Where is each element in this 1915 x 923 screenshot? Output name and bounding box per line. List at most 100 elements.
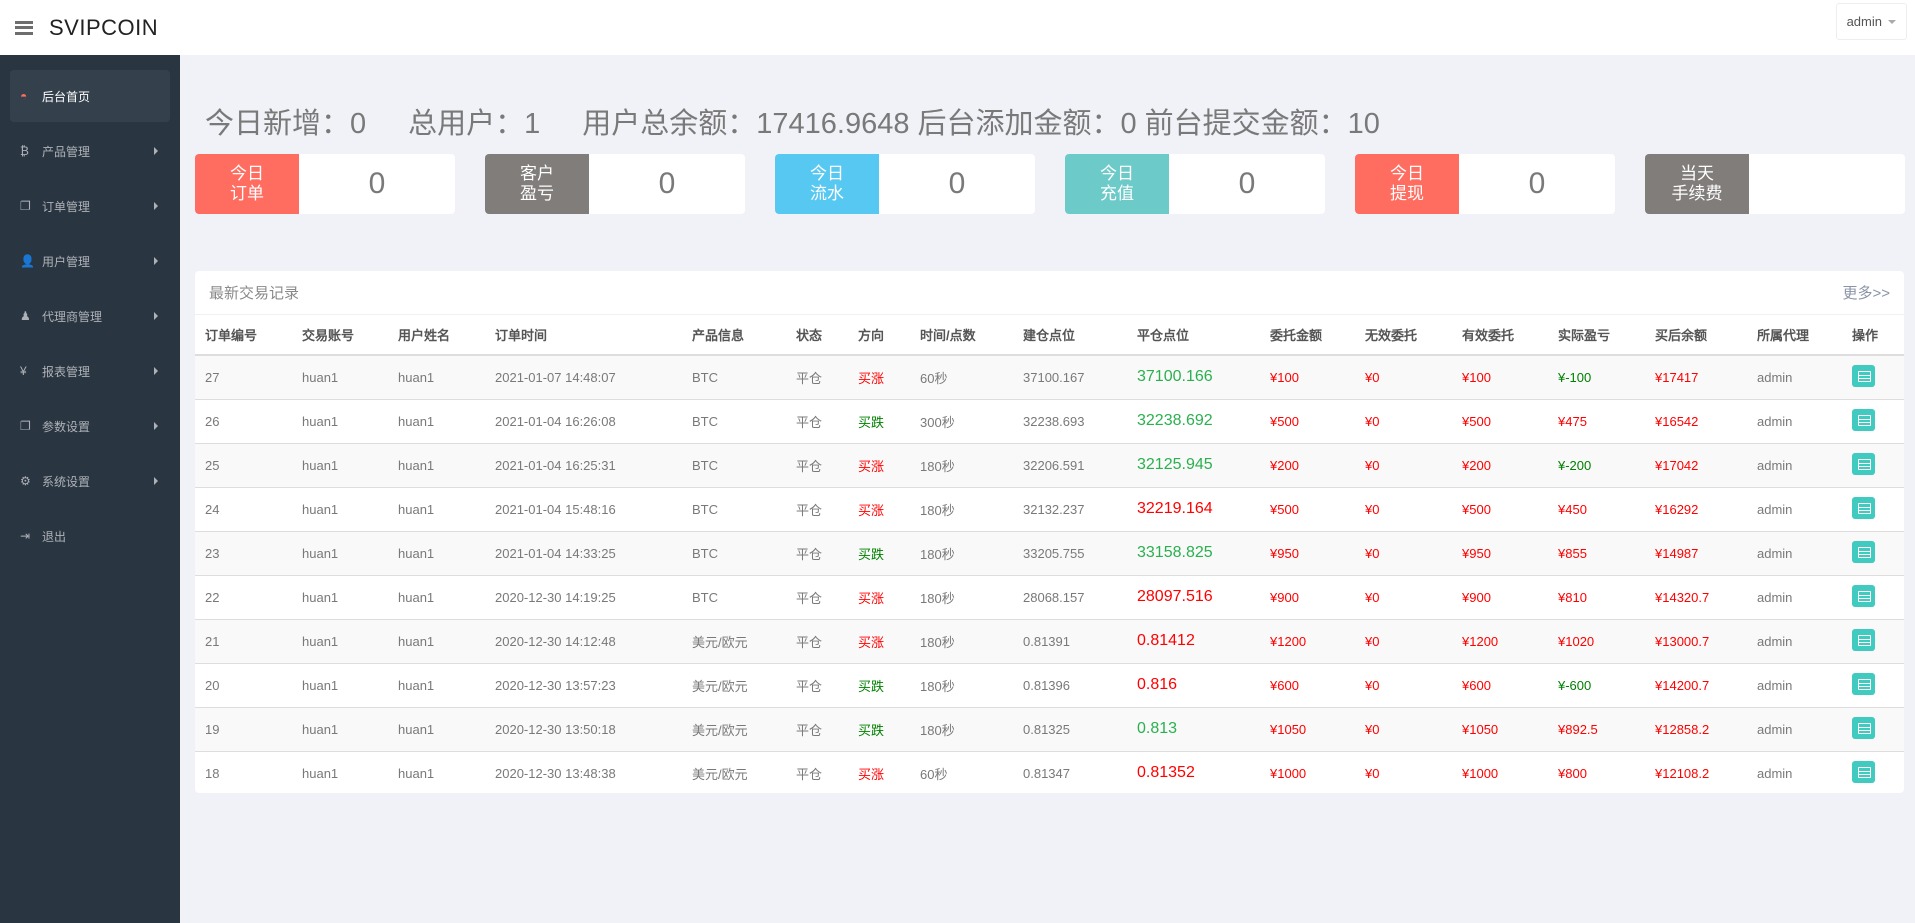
- table-cell: ¥0: [1355, 354, 1452, 399]
- table-cell: ¥13000.7: [1645, 618, 1747, 663]
- sidebar-item[interactable]: ⇥ 退出: [10, 510, 170, 562]
- details-button[interactable]: [1852, 760, 1875, 783]
- table-cell: 37100.166: [1127, 354, 1260, 399]
- table-cell: ¥1200: [1452, 618, 1548, 663]
- table-cell: admin: [1747, 398, 1842, 443]
- table-cell: ¥1000: [1260, 750, 1355, 795]
- table-cell: 平仓: [786, 574, 848, 619]
- details-button[interactable]: [1852, 364, 1875, 387]
- caret-right-icon: [154, 202, 158, 210]
- sidebar-item[interactable]: ❐ 参数设置: [10, 400, 170, 452]
- user-name: admin: [1846, 14, 1882, 29]
- total-users: 总用户：1: [408, 108, 541, 140]
- table-cell: ¥900: [1260, 574, 1355, 619]
- table-cell: huan1: [388, 398, 485, 443]
- details-button[interactable]: [1852, 496, 1875, 519]
- user-dropdown[interactable]: admin: [1835, 3, 1907, 40]
- table-cell: ¥17417: [1645, 354, 1747, 399]
- table-cell: BTC: [682, 398, 786, 443]
- details-button[interactable]: [1852, 540, 1875, 563]
- sidebar-item[interactable]: 👤 用户管理: [10, 235, 170, 287]
- table-cell: ¥855: [1548, 530, 1645, 575]
- table-cell: ¥0: [1355, 618, 1452, 663]
- table-cell: huan1: [388, 530, 485, 575]
- table-cell: 25: [195, 442, 292, 487]
- details-button[interactable]: [1852, 452, 1875, 475]
- column-header: 所属代理: [1747, 315, 1842, 356]
- table-cell: huan1: [388, 618, 485, 663]
- sidebar-item[interactable]: ❐ 订单管理: [10, 180, 170, 232]
- caret-right-icon: [154, 367, 158, 375]
- action-cell: [1842, 354, 1904, 399]
- table-cell: 平仓: [786, 706, 848, 751]
- sidebar-item-label: 退出: [42, 529, 67, 544]
- copy-icon: ❐: [20, 199, 31, 213]
- table-cell: admin: [1747, 574, 1842, 619]
- stat-card-value: 0: [1238, 167, 1256, 200]
- table-cell: 买涨: [848, 442, 910, 487]
- table-cell: ¥600: [1452, 662, 1548, 707]
- stat-card-value: 0: [1528, 167, 1546, 200]
- details-button[interactable]: [1852, 584, 1875, 607]
- table-cell: BTC: [682, 486, 786, 531]
- action-cell: [1842, 398, 1904, 443]
- action-cell: [1842, 750, 1904, 795]
- table-cell: 0.81391: [1013, 618, 1127, 663]
- table-cell: 2021-01-04 14:33:25: [485, 530, 682, 575]
- table-cell: 美元/欧元: [682, 750, 786, 795]
- table-cell: 300秒: [910, 398, 1013, 443]
- column-header: 产品信息: [682, 315, 786, 356]
- table-cell: 18: [195, 750, 292, 795]
- table-cell: 180秒: [910, 574, 1013, 619]
- column-header: 委托金额: [1260, 315, 1355, 356]
- table-cell: 0.81325: [1013, 706, 1127, 751]
- details-button[interactable]: [1852, 628, 1875, 651]
- table-cell: 2021-01-04 15:48:16: [485, 486, 682, 531]
- table-cell: 26: [195, 398, 292, 443]
- column-header: 用户姓名: [388, 315, 485, 356]
- table-row: 18 huan1 huan1 2020-12-30 13:48:38 美元/欧元 平仓 买涨…: [195, 750, 1904, 795]
- table-cell: 32238.693: [1013, 398, 1127, 443]
- table-cell: ¥1020: [1548, 618, 1645, 663]
- table-cell: ¥-200: [1548, 442, 1645, 487]
- details-button[interactable]: [1852, 672, 1875, 695]
- app-logo: SVIPCOIN: [49, 14, 159, 40]
- table-cell: huan1: [292, 354, 388, 399]
- column-header: 建仓点位: [1013, 315, 1127, 356]
- table-cell: 20: [195, 662, 292, 707]
- table-cell: BTC: [682, 574, 786, 619]
- table-cell: 买跌: [848, 706, 910, 751]
- caret-right-icon: [154, 477, 158, 485]
- details-button[interactable]: [1852, 408, 1875, 431]
- table-cell: ¥810: [1548, 574, 1645, 619]
- column-header: 买后余额: [1645, 315, 1747, 356]
- sidebar-item-label: 代理商管理: [42, 309, 103, 324]
- table-cell: ¥-100: [1548, 354, 1645, 399]
- table-cell: 32238.692: [1127, 398, 1260, 443]
- sidebar-item[interactable]: ♟ 代理商管理: [10, 290, 170, 342]
- table-cell: 32219.164: [1127, 486, 1260, 531]
- table-cell: 24: [195, 486, 292, 531]
- panel-title: 最新交易记录: [209, 285, 300, 302]
- table-cell: 平仓: [786, 354, 848, 399]
- sidebar-item[interactable]: ⚙ 系统设置: [10, 455, 170, 507]
- menu-toggle-icon[interactable]: [15, 20, 33, 35]
- sidebar-item[interactable]: ◓ 后台首页: [10, 70, 170, 122]
- stat-card-value: 0: [658, 167, 676, 200]
- table-cell: 33158.825: [1127, 530, 1260, 575]
- column-header: 有效委托: [1452, 315, 1548, 356]
- action-cell: [1842, 486, 1904, 531]
- bitcoin-icon: ₿: [20, 144, 29, 158]
- more-link[interactable]: 更多>>: [1842, 285, 1890, 302]
- sidebar-item[interactable]: ¥ 报表管理: [10, 345, 170, 397]
- table-cell: 180秒: [910, 530, 1013, 575]
- table-cell: huan1: [292, 750, 388, 795]
- table-cell: 37100.167: [1013, 354, 1127, 399]
- table-cell: 0.81396: [1013, 662, 1127, 707]
- column-header: 订单编号: [195, 315, 292, 356]
- table-cell: 平仓: [786, 486, 848, 531]
- details-button[interactable]: [1852, 716, 1875, 739]
- sidebar-item[interactable]: ₿ 产品管理: [10, 125, 170, 177]
- table-cell: 0.81347: [1013, 750, 1127, 795]
- table-cell: ¥0: [1355, 486, 1452, 531]
